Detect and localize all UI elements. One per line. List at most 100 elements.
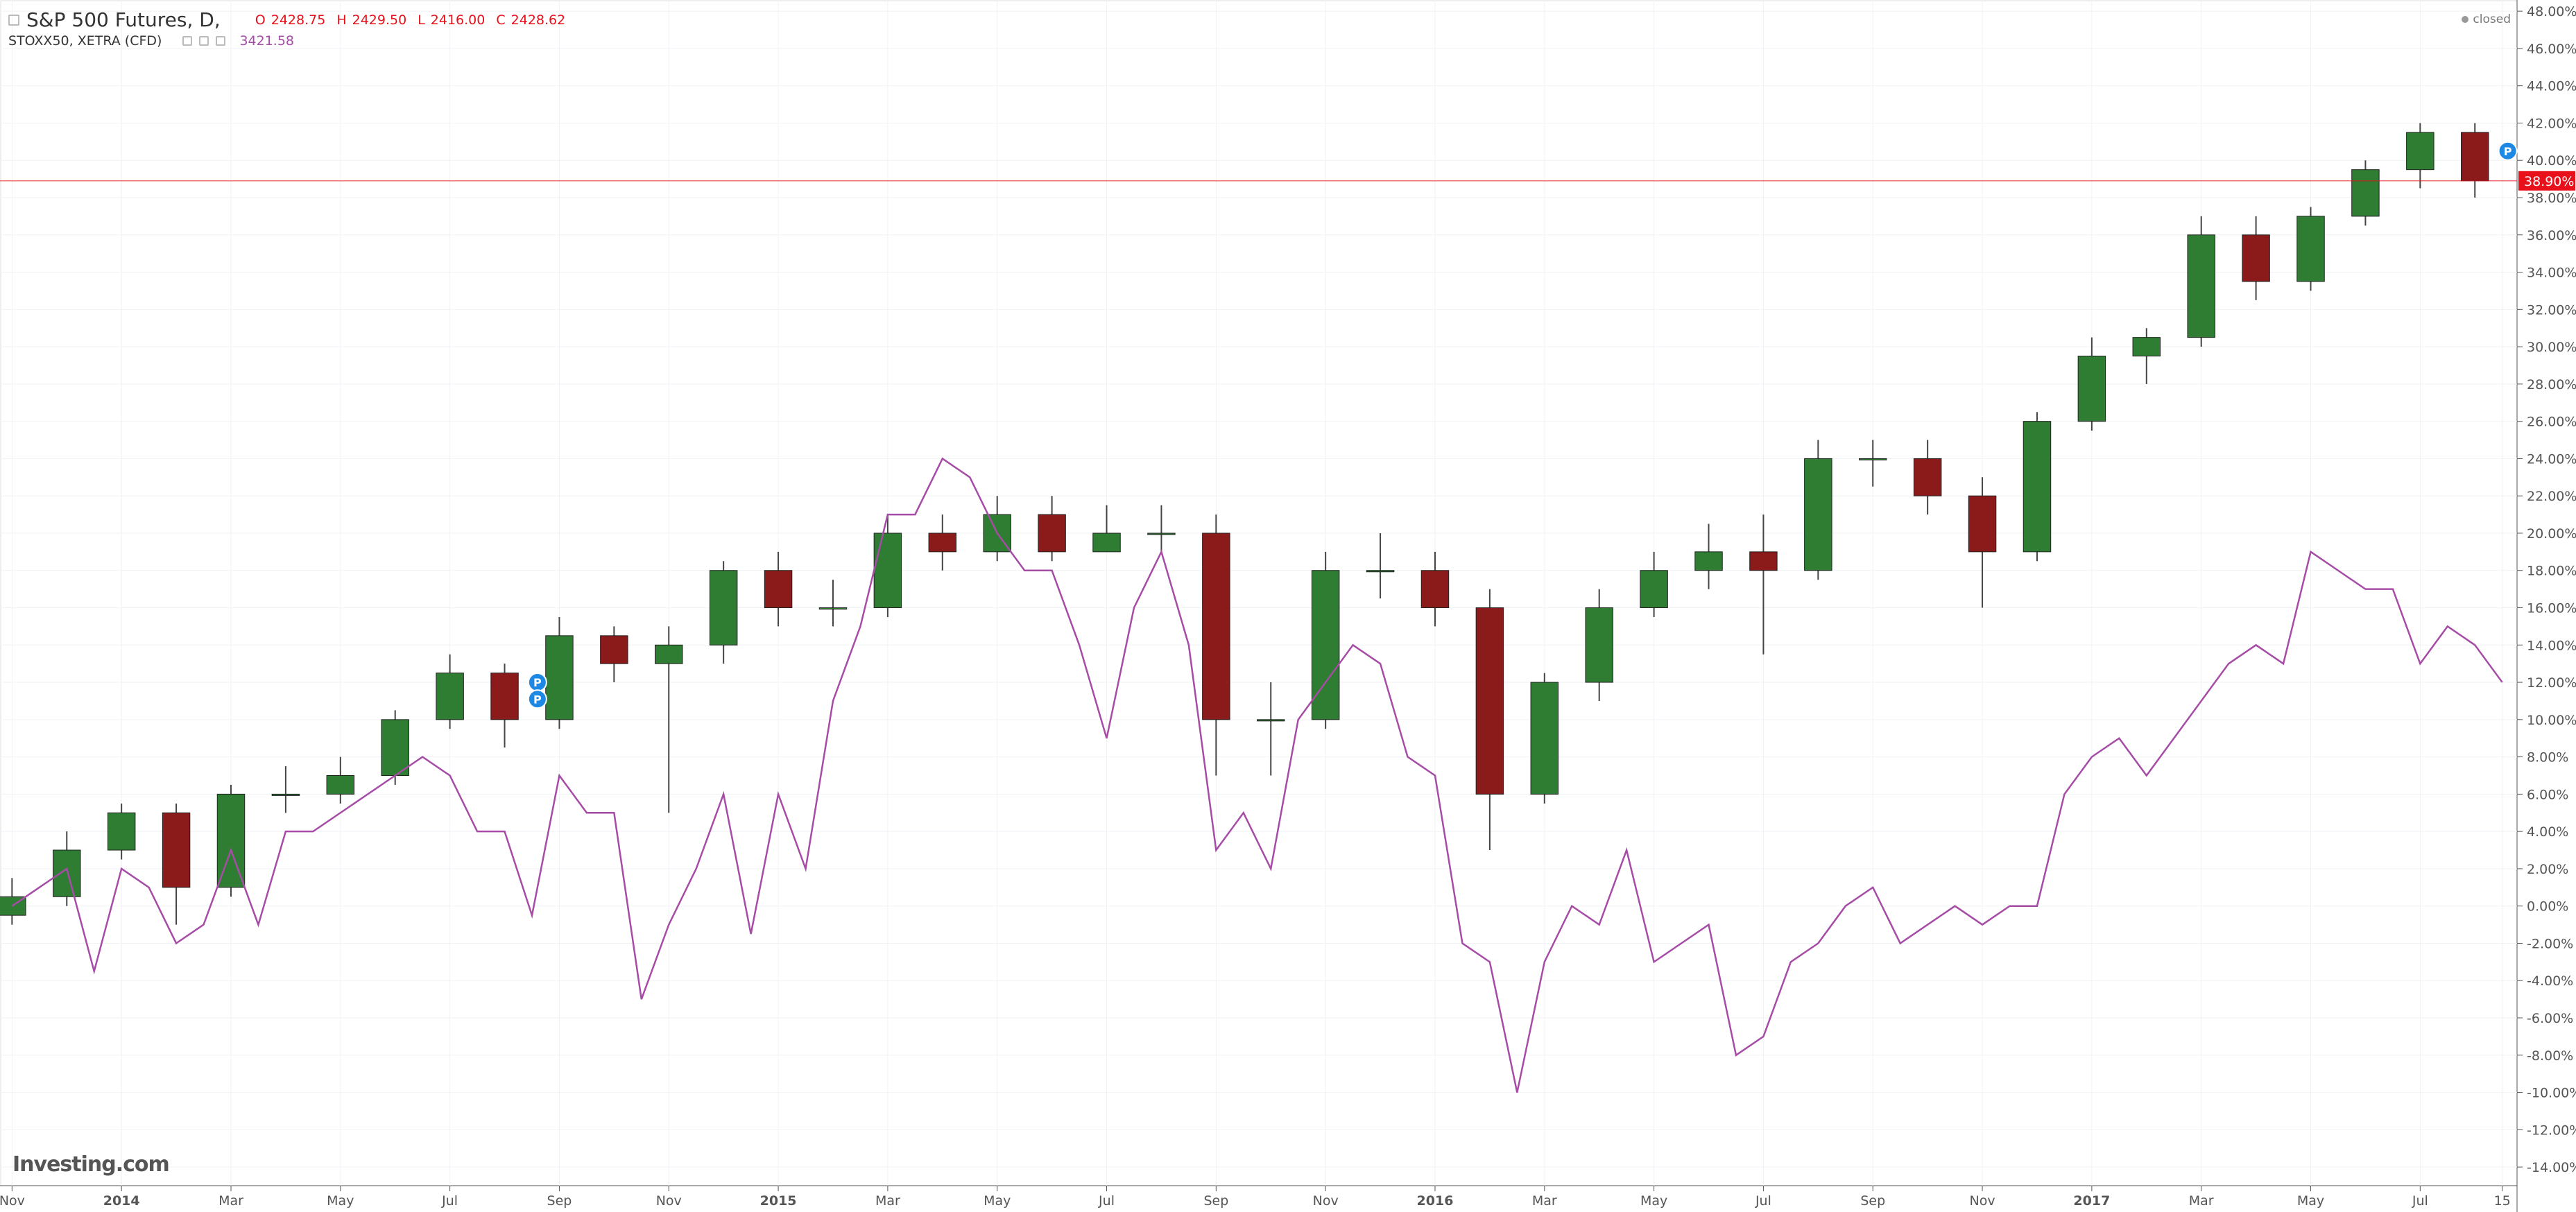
quote-value: 2428.75: [271, 12, 326, 28]
candle-body: [381, 719, 409, 776]
y-tick-label: 42.00%: [2527, 116, 2576, 131]
quote-value: 2428.62: [510, 12, 566, 28]
candle-body: [1804, 458, 1832, 571]
y-tick-label: -4.00%: [2527, 973, 2573, 989]
candle-body: [2461, 132, 2489, 182]
y-tick-label: 46.00%: [2527, 42, 2576, 57]
y-tick-label: -14.00%: [2527, 1160, 2576, 1175]
quote-key: C: [496, 12, 506, 28]
y-tick-label: -12.00%: [2527, 1123, 2576, 1138]
y-tick-label: 10.00%: [2527, 713, 2576, 728]
candle-body: [1859, 458, 1887, 460]
candle-body: [1257, 719, 1285, 722]
y-tick-label: 2.00%: [2527, 862, 2568, 877]
y-tick-label: 40.00%: [2527, 153, 2576, 168]
event-label: P: [533, 693, 542, 706]
candle-body: [2296, 216, 2325, 282]
x-tick-label: Sep: [547, 1193, 572, 1209]
event-marker: [2498, 141, 2518, 161]
series-name: S&P 500 Futures, D,: [26, 8, 221, 31]
candle-body: [928, 533, 957, 553]
x-tick-label: May: [2297, 1193, 2324, 1209]
x-tick-label: May: [984, 1193, 1011, 1209]
x-tick-label: Jul: [441, 1193, 458, 1209]
x-tick-label: May: [327, 1193, 354, 1209]
candle-body: [107, 812, 136, 851]
quote-value: 2429.50: [352, 12, 407, 28]
candle-body: [545, 635, 574, 720]
y-tick-label: 44.00%: [2527, 79, 2576, 94]
y-tick-label: 28.00%: [2527, 377, 2576, 392]
candle-body: [1092, 533, 1121, 553]
candle-body: [764, 570, 793, 609]
plot-frame: [0, 0, 2518, 1186]
candle-body: [1585, 607, 1613, 683]
candle-body: [1475, 607, 1504, 795]
candle-body: [2077, 356, 2106, 422]
candle-body: [326, 774, 355, 795]
candle-body: [2023, 421, 2052, 553]
quote-key: O: [255, 12, 266, 28]
candle-body: [2406, 132, 2435, 171]
x-tick-label: Mar: [218, 1193, 243, 1209]
icon[interactable]: [182, 36, 193, 46]
x-tick-label: 2015: [760, 1193, 797, 1209]
x-tick-label: Jul: [2412, 1193, 2428, 1209]
x-tick-label: Nov: [1970, 1193, 1995, 1209]
x-tick-label: Mar: [2189, 1193, 2214, 1209]
y-tick-label: 22.00%: [2527, 489, 2576, 504]
y-tick-label: 18.00%: [2527, 564, 2576, 579]
candle-body: [709, 570, 738, 646]
candle-body: [1640, 570, 1668, 609]
price-label: 38.90%: [2524, 174, 2574, 189]
x-tick-label: Nov: [656, 1193, 682, 1209]
y-tick-label: 38.00%: [2527, 191, 2576, 206]
series-name: STOXX50, XETRA (CFD): [8, 33, 162, 49]
main-legend: S&P 500 Futures, D, O 2428.75 H 2429.50 L 241…: [8, 8, 571, 31]
x-tick-label: Jul: [1098, 1193, 1115, 1209]
market-status: closed: [2462, 12, 2511, 26]
collapse-icon[interactable]: [8, 14, 19, 26]
y-tick-label: 20.00%: [2527, 526, 2576, 542]
y-tick-label: 4.00%: [2527, 824, 2568, 840]
candle-body: [1038, 514, 1066, 553]
candle-body: [216, 793, 246, 888]
candle-body: [1968, 495, 1997, 553]
last-value: 3421.58: [239, 33, 295, 49]
icon[interactable]: [216, 36, 226, 46]
x-tick-label: Sep: [1203, 1193, 1228, 1209]
price-label-box: [2518, 171, 2575, 191]
y-tick-label: 48.00%: [2527, 4, 2576, 19]
y-tick-label: -2.00%: [2527, 936, 2573, 951]
y-tick-label: -6.00%: [2527, 1011, 2573, 1026]
candle-body: [162, 812, 191, 888]
candle-body: [436, 673, 464, 720]
event-marker: [527, 689, 547, 709]
candle-body: [818, 607, 848, 610]
y-tick-label: 34.00%: [2527, 266, 2576, 281]
x-tick-label: 2014: [103, 1193, 140, 1209]
icon[interactable]: [199, 36, 209, 46]
x-tick-label: May: [1640, 1193, 1667, 1209]
x-tick-label: Nov: [0, 1193, 25, 1209]
x-tick-label: Mar: [875, 1193, 900, 1209]
candle-body: [1311, 570, 1340, 720]
candle-body: [1147, 533, 1176, 535]
candle-body: [1913, 458, 1942, 496]
ohlc: O 2428.75 H 2429.50 L 2416.00 C 2428.62: [255, 12, 571, 28]
candle-body: [655, 644, 683, 664]
x-tick-label: Jul: [1755, 1193, 1771, 1209]
candle-body: [1694, 551, 1723, 571]
y-tick-label: 36.00%: [2527, 228, 2576, 243]
x-tick-label: 2017: [2073, 1193, 2110, 1209]
y-tick-label: 12.00%: [2527, 675, 2576, 691]
x-tick-label: Nov: [1313, 1193, 1339, 1209]
status-text: closed: [2473, 12, 2511, 26]
status-dot: [2462, 16, 2469, 23]
candle-body: [271, 793, 300, 796]
y-tick-label: 30.00%: [2527, 340, 2576, 355]
event-label: P: [533, 676, 542, 689]
x-tick-label: Sep: [1860, 1193, 1885, 1209]
